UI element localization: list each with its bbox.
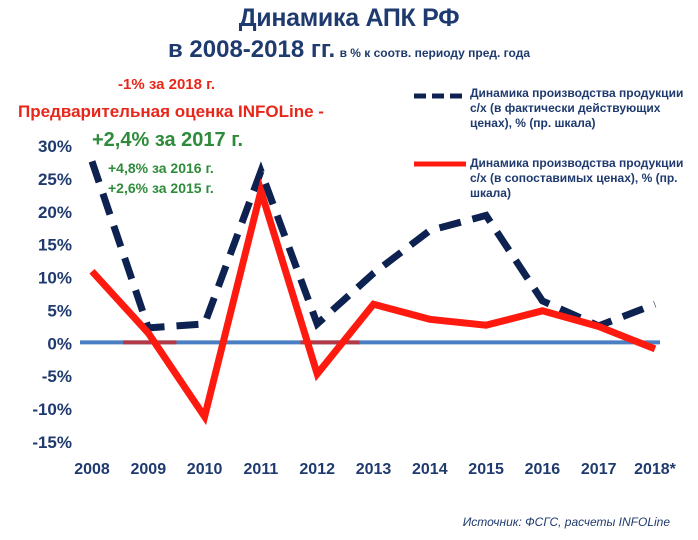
chart-subtitle: в 2008-2018 гг. в % к соотв. периоду пре…: [0, 36, 698, 64]
x-tick-label: 2016: [525, 461, 561, 478]
annotation-2015: +2,6% за 2015 г.: [108, 180, 214, 196]
y-tick-label: 25%: [38, 170, 72, 189]
annotation-infoline-estimate: Предварительная оценка INFOLine -: [18, 102, 324, 121]
x-tick-label: 2017: [581, 461, 617, 478]
y-tick-label: 10%: [38, 269, 72, 288]
x-tick-label: 2012: [299, 461, 335, 478]
legend-swatch-dashed: [414, 93, 466, 99]
y-tick-label: -15%: [32, 433, 72, 452]
y-tick-label: 30%: [38, 137, 72, 156]
x-tick-label: 2013: [356, 461, 392, 478]
x-tick-label: 2014: [412, 461, 448, 478]
y-tick-label: 20%: [38, 203, 72, 222]
x-tick-label: 2010: [187, 461, 223, 478]
subtitle-unit: в % к соотв. периоду пред. года: [339, 46, 530, 60]
y-tick-label: 0%: [47, 334, 72, 353]
annotation-2017: +2,4% за 2017 г.: [92, 129, 244, 151]
y-tick-label: -10%: [32, 400, 72, 419]
subtitle-period: в 2008-2018 гг.: [167, 36, 336, 63]
x-tick-label: 2009: [131, 461, 167, 478]
y-tick-label: 5%: [47, 301, 72, 320]
x-tick-label: 2011: [244, 461, 279, 478]
x-tick-label: 2018*: [634, 461, 677, 478]
x-tick-label: 2015: [468, 461, 504, 478]
chart-title: Динамика АПК РФ: [238, 4, 460, 32]
source-note: Источник: ФСГС, расчеты INFOLine: [462, 515, 670, 529]
legend-label-comparable-prices: Динамика производства продукции с/х (в с…: [470, 156, 684, 200]
legend-label-actual-prices: Динамика производства продукции с/х (в ф…: [470, 86, 684, 130]
legend-swatch-solid: [414, 161, 466, 167]
series-line-comparable-prices: [89, 177, 657, 426]
x-tick-label: 2008: [74, 461, 110, 478]
annotation-2018-estimate: -1% за 2018 г.: [118, 76, 216, 93]
y-tick-label: -5%: [42, 367, 72, 386]
annotation-2016: +4,8% за 2016 г.: [108, 160, 214, 176]
y-tick-label: 15%: [38, 236, 72, 255]
